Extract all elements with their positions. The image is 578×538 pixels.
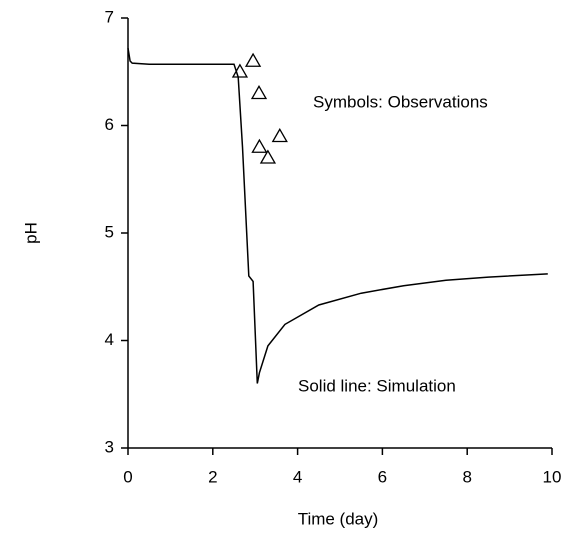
observation-marker (244, 52, 262, 67)
y-tick-label: 6 (105, 115, 114, 134)
y-tick-label: 5 (105, 222, 114, 241)
y-tick-label: 4 (105, 330, 114, 349)
observation-marker (231, 63, 249, 78)
y-tick-label: 3 (105, 437, 114, 456)
x-tick-label: 6 (378, 467, 387, 486)
x-tick-label: 0 (123, 467, 132, 486)
y-tick-label: 7 (105, 7, 114, 26)
annotation: Solid line: Simulation (298, 376, 456, 395)
observation-marker (271, 127, 288, 143)
x-tick-label: 8 (462, 467, 471, 486)
x-tick-label: 2 (208, 467, 217, 486)
annotation: Symbols: Observations (313, 92, 488, 111)
observation-marker (259, 149, 277, 164)
observation-marker (251, 138, 268, 153)
y-axis-label: pH (21, 222, 40, 244)
simulation-line (127, 47, 548, 384)
observation-marker (250, 84, 268, 100)
x-tick-label: 10 (543, 467, 562, 486)
x-axis-label: Time (day) (298, 509, 379, 528)
x-tick-label: 4 (293, 467, 302, 486)
